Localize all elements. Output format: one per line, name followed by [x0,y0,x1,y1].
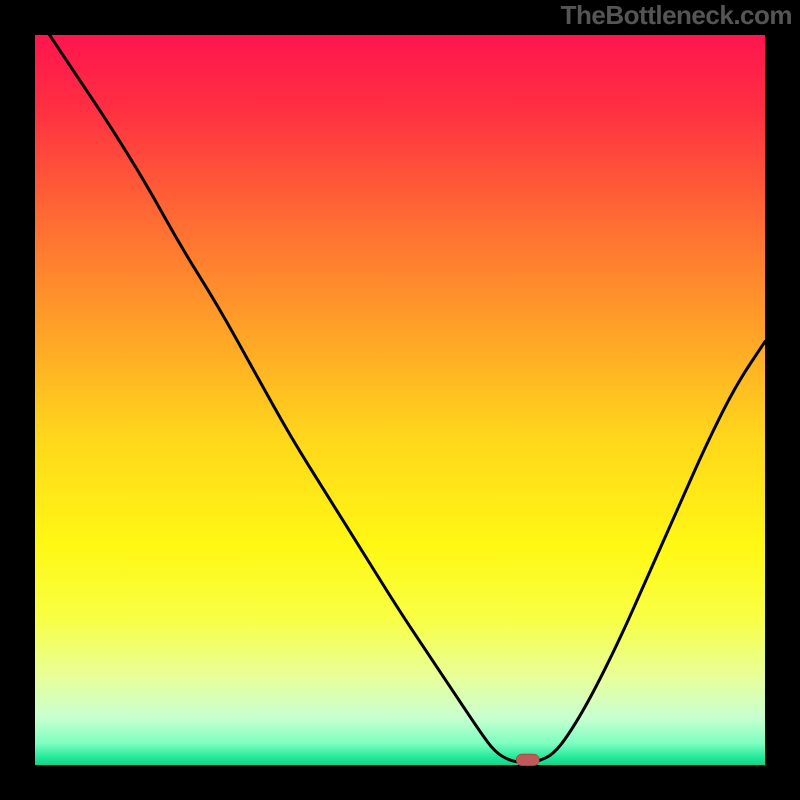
bottleneck-chart [0,0,800,800]
chart-container: TheBottleneck.com [0,0,800,800]
plot-background [35,35,765,765]
optimal-point-marker [516,754,539,766]
attribution-watermark: TheBottleneck.com [561,0,792,31]
